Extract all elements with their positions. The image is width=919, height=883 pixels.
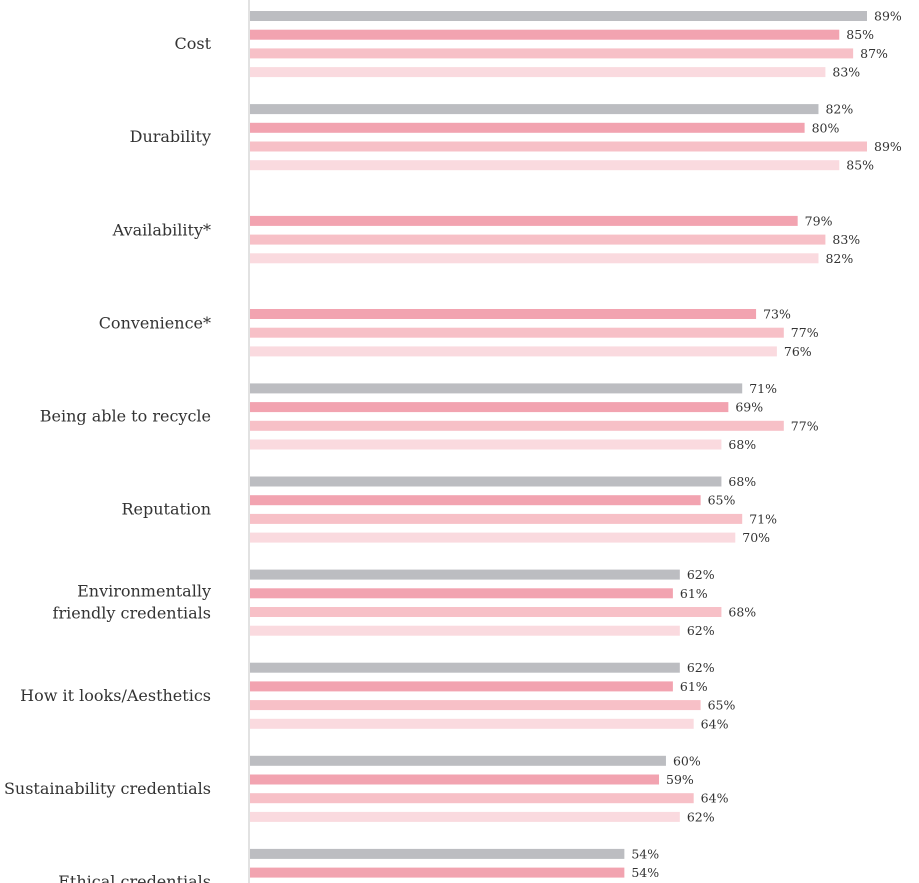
bar [250, 309, 757, 319]
data-label: 77% [791, 325, 819, 340]
data-label: 68% [728, 474, 756, 489]
category-label: Being able to recycle [40, 406, 211, 425]
bar [250, 439, 722, 450]
bar [250, 625, 680, 636]
bar [250, 588, 673, 599]
bar [250, 811, 680, 822]
data-label: 85% [846, 158, 874, 173]
category-label: Reputation [121, 500, 211, 519]
value-labels: 89%85%87%83%82%80%89%85%79%83%82%73%77%7… [631, 9, 902, 881]
bar [250, 662, 680, 673]
bar [250, 215, 798, 226]
data-label: 85% [846, 27, 874, 42]
bar [250, 774, 660, 785]
data-label: 68% [728, 605, 756, 620]
data-label: 83% [832, 232, 860, 247]
data-label: 89% [874, 9, 902, 24]
data-label: 71% [749, 511, 777, 526]
data-label: 54% [631, 865, 659, 880]
bar [250, 402, 729, 413]
bar [250, 755, 666, 766]
data-label: 87% [860, 46, 888, 61]
category-labels: Cost Durability Availability* Convenience* B… [4, 34, 212, 883]
bar [250, 718, 694, 729]
data-label: 62% [687, 623, 715, 638]
data-label: 61% [680, 586, 708, 601]
data-label: 64% [701, 716, 729, 731]
data-label: 82% [825, 251, 853, 266]
category-label: friendly credentials [53, 604, 211, 623]
bar [250, 234, 826, 245]
bar [250, 793, 694, 804]
bar [250, 104, 819, 115]
bar [250, 532, 736, 543]
data-label: 69% [735, 400, 763, 415]
bar [250, 253, 819, 264]
category-label: Availability* [112, 220, 211, 239]
bar [250, 383, 743, 394]
data-label: 54% [631, 846, 659, 861]
bar [250, 867, 625, 878]
bar [250, 420, 784, 431]
bar [250, 569, 680, 580]
bar [250, 476, 722, 487]
category-label: Convenience* [99, 313, 211, 332]
data-label: 65% [708, 493, 736, 508]
data-label: 61% [680, 679, 708, 694]
bar [250, 700, 701, 711]
data-label: 82% [825, 102, 853, 117]
category-label: Environmentally [77, 582, 211, 601]
bar [250, 48, 854, 59]
data-label: 80% [812, 120, 840, 135]
bar [250, 160, 840, 171]
bar [250, 141, 867, 152]
category-label: Sustainability credentials [4, 779, 211, 798]
bar [250, 346, 777, 357]
data-label: 71% [749, 381, 777, 396]
data-label: 83% [832, 65, 860, 80]
data-label: 79% [805, 213, 833, 228]
bars [250, 11, 867, 878]
bar [250, 513, 743, 524]
category-label: Durability [130, 127, 211, 146]
data-label: 62% [687, 809, 715, 824]
data-label: 68% [728, 437, 756, 452]
data-label: 70% [742, 530, 770, 545]
bar [250, 122, 805, 133]
category-label: How it looks/Aesthetics [20, 686, 211, 705]
category-label: Ethical credentials [58, 872, 211, 883]
bar [250, 327, 784, 338]
data-label: 60% [673, 753, 701, 768]
data-label: 77% [791, 418, 819, 433]
data-label: 76% [784, 344, 812, 359]
data-label: 62% [687, 567, 715, 582]
category-label: Cost [174, 34, 211, 53]
bar [250, 848, 625, 859]
bar [250, 67, 826, 78]
bar [250, 681, 673, 692]
data-label: 64% [701, 791, 729, 806]
data-label: 65% [708, 698, 736, 713]
data-label: 73% [763, 307, 791, 322]
bar [250, 495, 701, 506]
data-label: 62% [687, 660, 715, 675]
data-label: 89% [874, 139, 902, 154]
bar [250, 29, 840, 40]
bar [250, 607, 722, 617]
data-label: 59% [666, 772, 694, 787]
bar [250, 11, 867, 21]
